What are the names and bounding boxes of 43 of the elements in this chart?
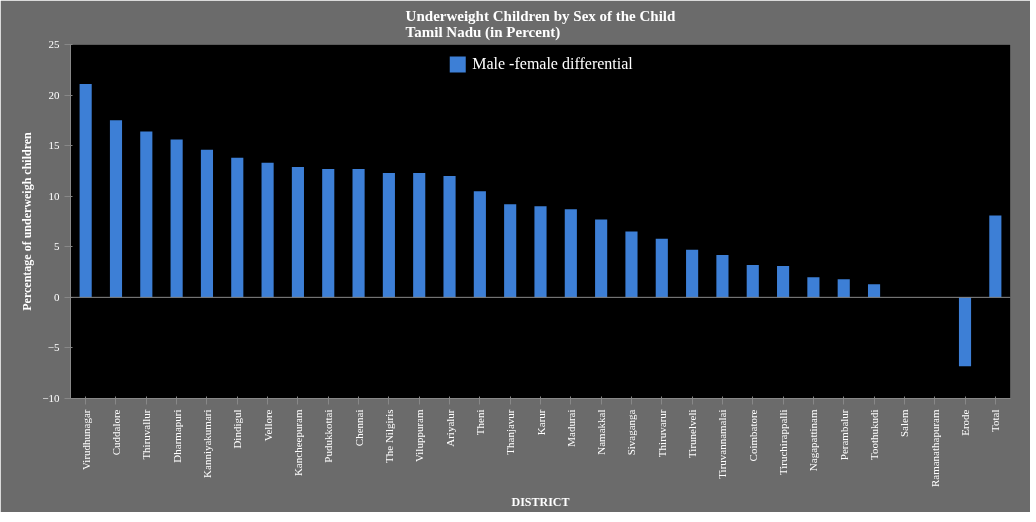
y-tick-label: 10	[48, 189, 60, 202]
y-tick-label: −5	[47, 341, 60, 354]
y-tick-label: 15	[48, 139, 60, 152]
x-tick-label: Chennai	[352, 409, 365, 447]
x-tick-label: Viluppuram	[413, 409, 426, 462]
y-axis-title: Percentage of underweigh children	[20, 131, 35, 311]
x-tick-label: Thiruvarur	[655, 409, 668, 458]
x-tick-label: Sivaganga	[625, 409, 638, 456]
x-tick-label: Perambalur	[837, 409, 850, 461]
x-tick-label: Theni	[473, 409, 486, 436]
x-tick-label: Dindigul	[231, 409, 244, 449]
x-tick-label: Thiruvallur	[140, 409, 153, 460]
x-tick-label: Ramanathapuram	[928, 409, 941, 488]
y-tick-label: −10	[42, 392, 60, 404]
x-tick-label: Madurai	[564, 409, 577, 447]
x-tick-label: Tiruvannamalai	[716, 409, 729, 479]
x-tick-label: The Nilgiris	[382, 409, 395, 463]
x-tick-label: Cuddalore	[109, 409, 122, 456]
x-tick-label: Kanniyakumari	[200, 409, 213, 478]
x-tick-label: Total	[989, 409, 1002, 432]
x-tick-label: Tiruchirappalli	[777, 409, 790, 476]
x-tick-label: Namakkal	[595, 409, 608, 455]
y-tick-label: 20	[48, 88, 60, 101]
x-tick-label: Coimbatore	[746, 409, 759, 462]
x-tick-label: Karur	[534, 409, 547, 436]
x-tick-label: Kancheepuram	[291, 409, 304, 477]
x-tick-label: Vellore	[261, 409, 274, 442]
x-tick-label: Tirunelveli	[686, 409, 699, 458]
x-tick-label: Erode	[959, 409, 972, 436]
x-tick-label: Salem	[898, 409, 911, 437]
x-axis-title: DISTRICT	[511, 495, 570, 510]
chart-title: Underweight Children by Sex of the Child Tamil Nadu (in Percent)	[405, 7, 677, 41]
x-tick-label: Dharmapuri	[170, 409, 183, 463]
x-tick-label: Toothukudi	[868, 409, 881, 461]
x-tick-label: Virudhunagar	[79, 409, 92, 470]
x-tick-label: Pudukkottai	[322, 409, 335, 463]
y-tick-label: 0	[54, 290, 60, 303]
y-tick-label: 5	[54, 240, 60, 253]
x-tick-label: Nagapattinam	[807, 409, 820, 472]
x-tick-label: Ariyalur	[443, 409, 456, 447]
legend-label: Male -female differential	[472, 55, 633, 73]
y-tick-label: 25	[48, 38, 60, 50]
x-tick-label: Thanjavur	[504, 409, 517, 455]
